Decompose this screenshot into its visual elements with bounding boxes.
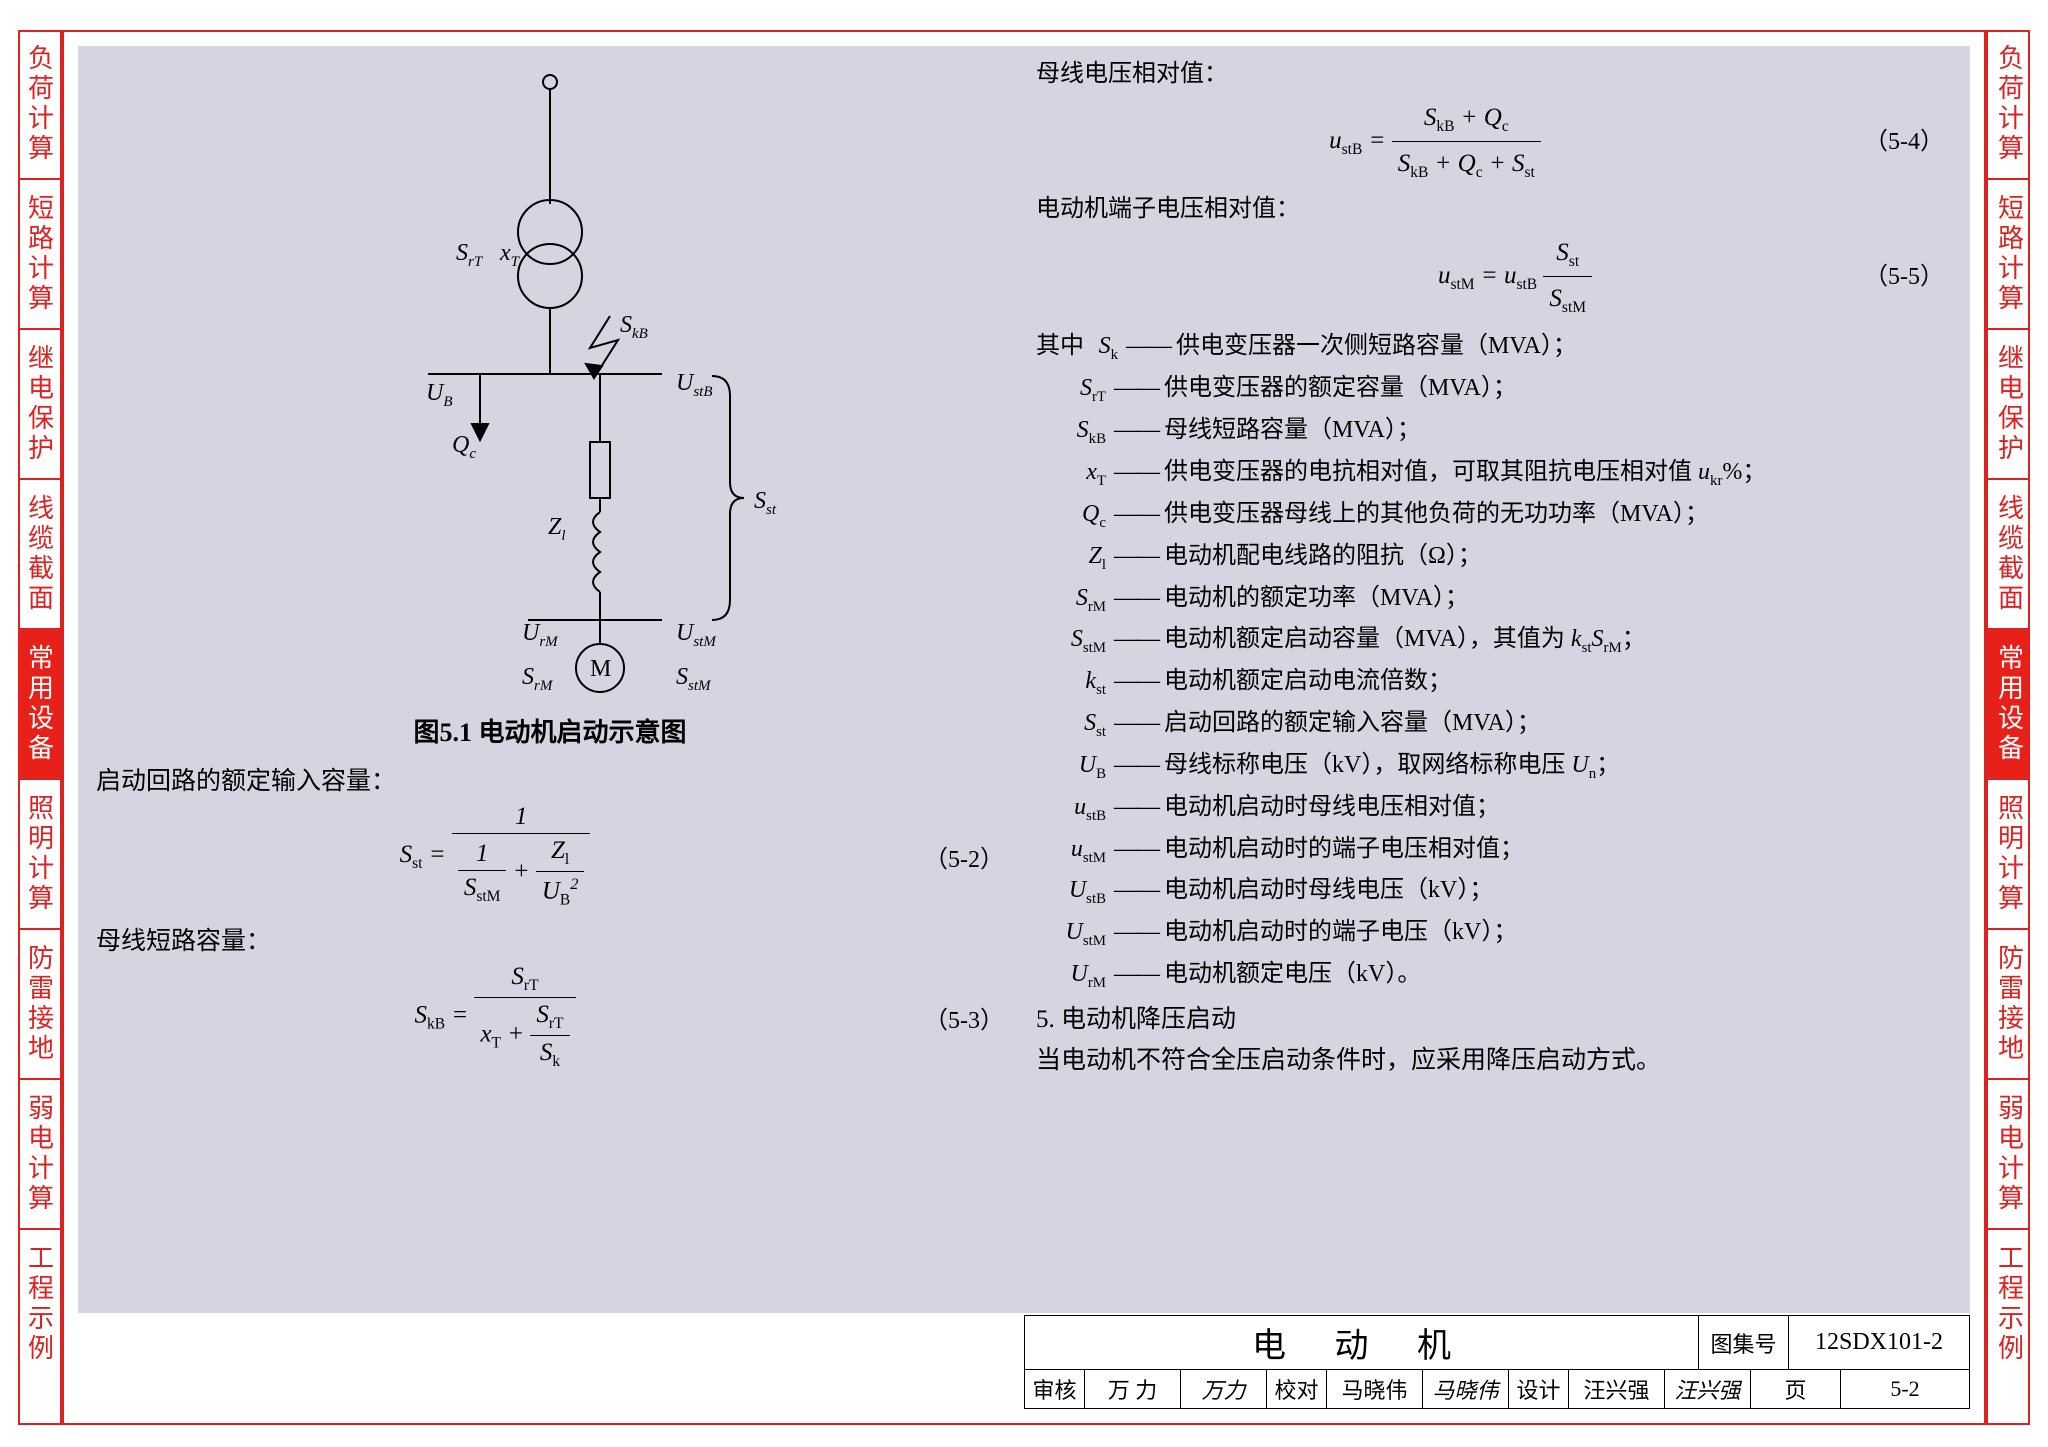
where-row: SrM——电动机的额定功率（MVA）； (1036, 580, 1944, 619)
column-left: SrT xT SkB UB UstB Qc Zl Sst UrM UstM Sr… (78, 46, 1032, 1313)
tb-value: 万 力 (1085, 1370, 1181, 1408)
tab-照明计算[interactable]: 照明计算 (1988, 780, 2030, 930)
equation-5-2: Sst = 1 1SstM + ZlUB2 （5-2） (96, 803, 1004, 909)
svg-text:UB: UB (426, 380, 453, 410)
side-tabs-left: 负荷计算短路计算继电保护线缆截面常用设备照明计算防雷接地弱电计算工程示例 (18, 30, 62, 1425)
where-row: Sst——启动回路的额定输入容量（MVA）； (1036, 705, 1944, 744)
tb-signature: 马晓伟 (1423, 1370, 1509, 1408)
tb-label: 设计 (1509, 1370, 1569, 1408)
tab-弱电计算[interactable]: 弱电计算 (18, 1080, 60, 1230)
tab-常用设备[interactable]: 常用设备 (18, 630, 60, 780)
where-row: xT——供电变压器的电抗相对值，可取其阻抗电压相对值 ukr%； (1036, 454, 1944, 493)
where-row: UstM——电动机启动时的端子电压（kV）； (1036, 914, 1944, 953)
tb-signature: 万力 (1181, 1370, 1267, 1408)
column-right: 母线电压相对值： ustB = SkB + Qc SkB + Qc + Sst … (1032, 46, 1970, 1313)
tab-常用设备[interactable]: 常用设备 (1988, 630, 2030, 780)
where-row: UB——母线标称电压（kV），取网络标称电压 Un； (1036, 747, 1944, 786)
tab-工程示例[interactable]: 工程示例 (1988, 1230, 2030, 1378)
svg-text:UrM: UrM (522, 620, 559, 650)
where-header: 其中 Sk —— 供电变压器一次侧短路容量（MVA）； (1036, 328, 1944, 367)
where-row: Qc——供电变压器母线上的其他负荷的无功功率（MVA）； (1036, 496, 1944, 535)
where-row: kst——电动机额定启动电流倍数； (1036, 663, 1944, 702)
page-value: 5-2 (1841, 1370, 1969, 1408)
svg-text:SrM: SrM (522, 664, 554, 694)
tuji-label: 图集号 (1699, 1316, 1789, 1369)
page-label: 页 (1751, 1370, 1841, 1408)
equation-5-3: SkB = SrT xT + SrTSk （5-3） (96, 963, 1004, 1071)
where-row: SstM——电动机额定启动容量（MVA），其值为 kstSrM； (1036, 621, 1944, 660)
title-block: 电 动 机 图集号 12SDX101-2 审核万 力万力校对马晓伟马晓伟设计汪兴… (1024, 1315, 1970, 1409)
where-row: UrM——电动机额定电压（kV）。 (1036, 956, 1944, 995)
svg-text:SrT: SrT (456, 240, 484, 270)
where-row: ustM——电动机启动时的端子电压相对值； (1036, 831, 1944, 870)
equation-5-5: ustM = ustB Sst SstM （5-5） (1036, 234, 1944, 320)
tab-线缆截面[interactable]: 线缆截面 (1988, 480, 2030, 630)
where-row: SkB——母线短路容量（MVA）； (1036, 412, 1944, 451)
para-ustb-intro: 母线电压相对值： (1036, 56, 1944, 93)
tab-防雷接地[interactable]: 防雷接地 (18, 930, 60, 1080)
para-skb-intro: 母线短路容量： (96, 921, 1004, 957)
svg-text:UstM: UstM (676, 620, 717, 650)
tb-label: 校对 (1267, 1370, 1327, 1408)
tab-负荷计算[interactable]: 负荷计算 (1988, 30, 2030, 180)
tb-label: 审核 (1025, 1370, 1085, 1408)
tab-继电保护[interactable]: 继电保护 (1988, 330, 2030, 480)
tb-value: 汪兴强 (1569, 1370, 1665, 1408)
drawing-title: 电 动 机 (1025, 1316, 1699, 1369)
tab-线缆截面[interactable]: 线缆截面 (18, 480, 60, 630)
tab-防雷接地[interactable]: 防雷接地 (1988, 930, 2030, 1080)
section-5-title: 5. 电动机降压启动 (1036, 1001, 1944, 1040)
tab-照明计算[interactable]: 照明计算 (18, 780, 60, 930)
tuji-value: 12SDX101-2 (1789, 1316, 1969, 1369)
tab-负荷计算[interactable]: 负荷计算 (18, 30, 60, 180)
diagram: SrT xT SkB UB UstB Qc Zl Sst UrM UstM Sr… (96, 64, 1004, 749)
where-row: SrT——供电变压器的额定容量（MVA）； (1036, 370, 1944, 409)
where-row: ustB——电动机启动时母线电压相对值； (1036, 789, 1944, 828)
para-ustm-intro: 电动机端子电压相对值： (1036, 191, 1944, 228)
tab-工程示例[interactable]: 工程示例 (18, 1230, 60, 1378)
tab-弱电计算[interactable]: 弱电计算 (1988, 1080, 2030, 1230)
equation-5-4: ustB = SkB + Qc SkB + Qc + Sst （5-4） (1036, 99, 1944, 185)
where-row: Zl——电动机配电线路的阻抗（Ω）； (1036, 538, 1944, 577)
circuit-diagram-svg: SrT xT SkB UB UstB Qc Zl Sst UrM UstM Sr… (290, 64, 810, 704)
tab-继电保护[interactable]: 继电保护 (18, 330, 60, 480)
tab-短路计算[interactable]: 短路计算 (1988, 180, 2030, 330)
svg-text:UstB: UstB (676, 370, 713, 400)
where-list: 其中 Sk —— 供电变压器一次侧短路容量（MVA）； SrT——供电变压器的额… (1036, 328, 1944, 995)
figure-caption: 图5.1 电动机启动示意图 (96, 712, 1004, 749)
svg-text:M: M (590, 656, 611, 682)
section-5-body: 当电动机不符合全压启动条件时，应采用降压启动方式。 (1036, 1042, 1944, 1081)
svg-text:xT: xT (499, 240, 521, 270)
content-frame: SrT xT SkB UB UstB Qc Zl Sst UrM UstM Sr… (62, 30, 1986, 1425)
where-row: UstB——电动机启动时母线电压（kV）； (1036, 872, 1944, 911)
svg-text:Sst: Sst (754, 488, 777, 518)
svg-text:Zl: Zl (548, 514, 566, 544)
svg-text:SkB: SkB (620, 312, 648, 342)
tab-短路计算[interactable]: 短路计算 (18, 180, 60, 330)
content-bg: SrT xT SkB UB UstB Qc Zl Sst UrM UstM Sr… (78, 46, 1970, 1313)
svg-text:Qc: Qc (452, 432, 476, 462)
side-tabs-right: 负荷计算短路计算继电保护线缆截面常用设备照明计算防雷接地弱电计算工程示例 (1986, 30, 2030, 1425)
tb-value: 马晓伟 (1327, 1370, 1423, 1408)
svg-text:SstM: SstM (676, 664, 712, 694)
tb-signature: 汪兴强 (1665, 1370, 1751, 1408)
para-sst-intro: 启动回路的额定输入容量： (96, 761, 1004, 797)
